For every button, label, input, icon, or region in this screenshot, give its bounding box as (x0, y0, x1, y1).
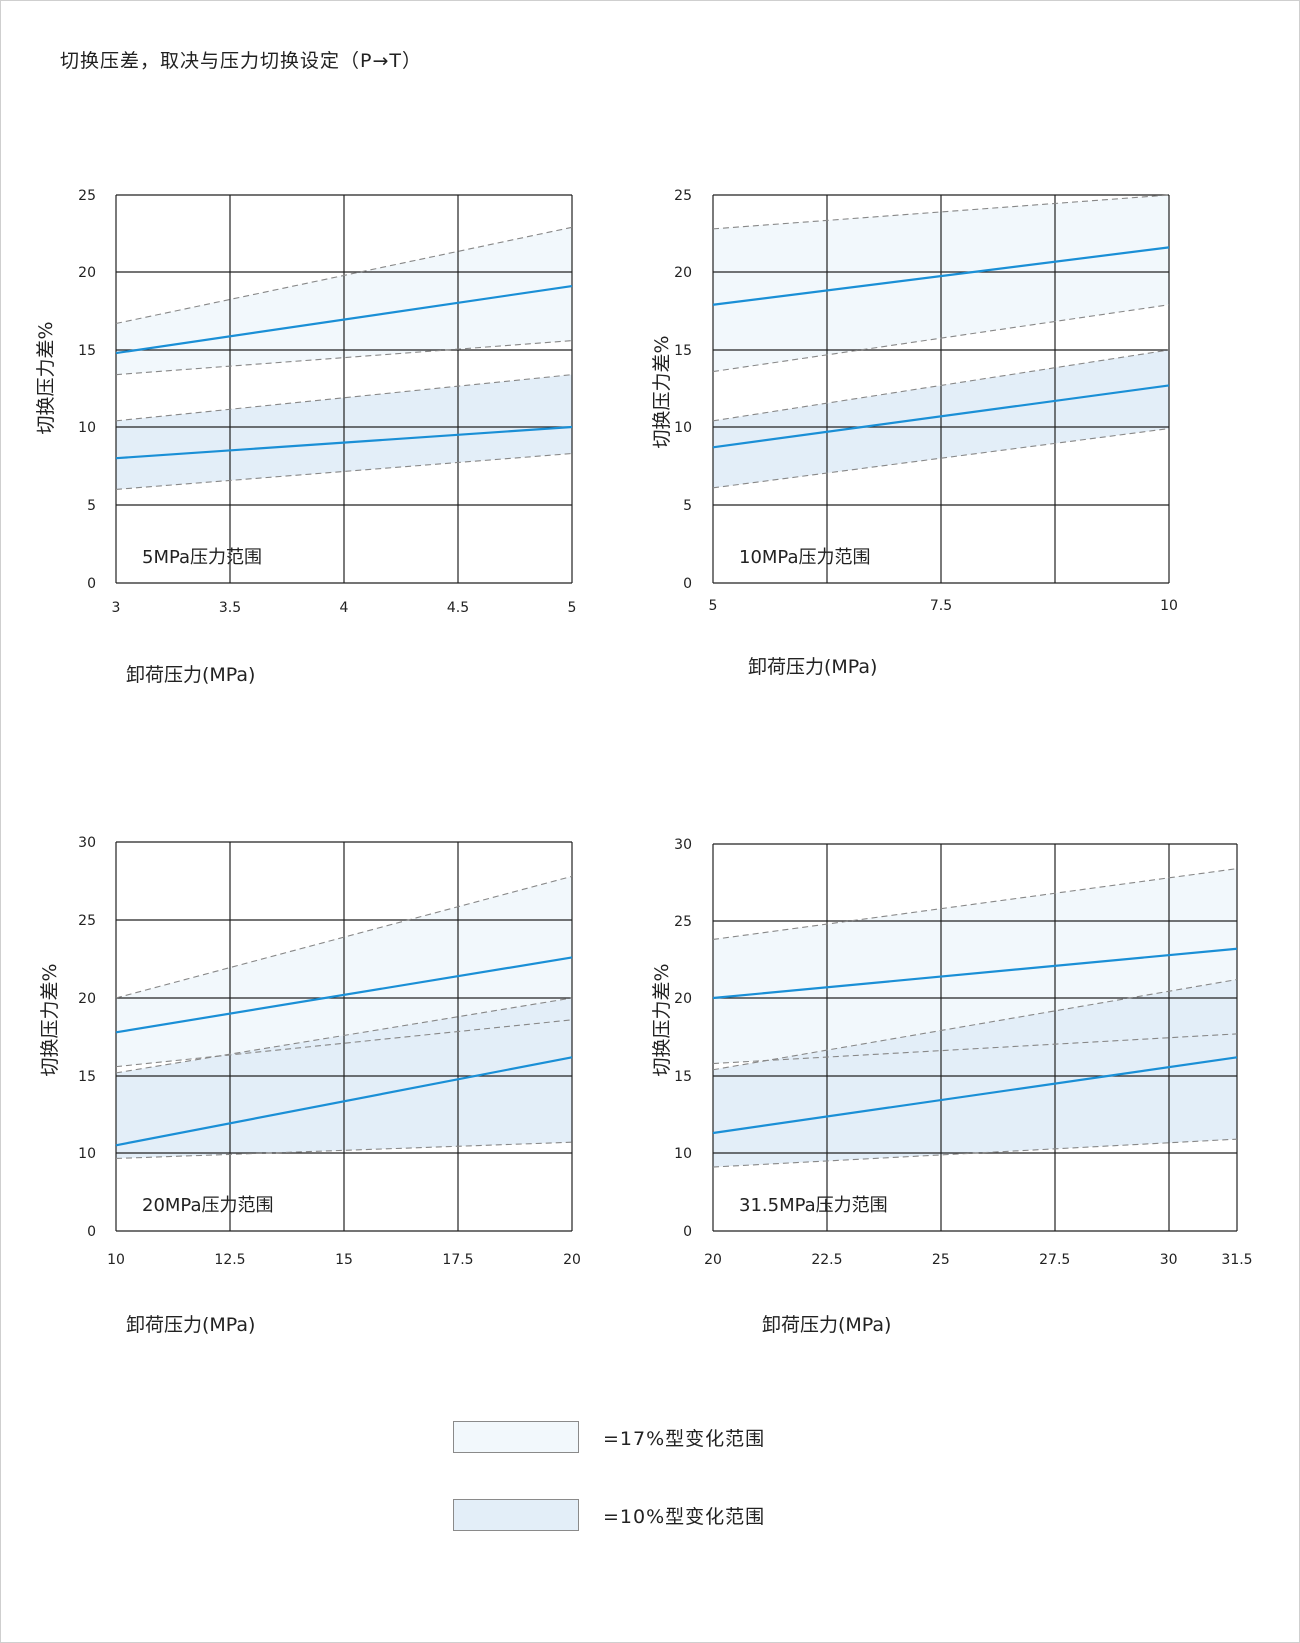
y-tick-label: 15 (674, 343, 692, 359)
band-area-1 (713, 979, 1237, 1168)
x-tick-label: 10 (107, 1252, 125, 1268)
band-center-line-0 (712, 947, 1238, 1000)
page-title: 切换压差，取决与压力切换设定（P→T） (60, 50, 422, 72)
legend-swatch-10 (453, 1499, 579, 1531)
y-tick-label: 10 (78, 420, 96, 436)
band-upper-line-1 (115, 374, 573, 422)
legend-item-10: =10%型变化范围 (453, 1499, 765, 1531)
x-axis-label: 卸荷压力(MPa) (762, 1314, 891, 1336)
band-upper-line-1 (712, 349, 1170, 422)
band-upper-line-1 (712, 978, 1238, 1071)
band-upper-line-0 (115, 226, 573, 325)
x-tick-label: 15 (335, 1252, 353, 1268)
y-tick-label: 0 (87, 576, 96, 592)
y-tick-label: 0 (683, 576, 692, 592)
x-tick-label: 5 (709, 598, 718, 614)
x-tick-label: 17.5 (442, 1252, 473, 1268)
x-tick-label: 4 (340, 600, 349, 616)
x-tick-label: 12.5 (214, 1252, 245, 1268)
x-tick-label: 27.5 (1039, 1252, 1070, 1268)
legend-label-10: =10%型变化范围 (603, 1505, 766, 1528)
x-tick-label: 20 (563, 1252, 581, 1268)
y-axis-label: 切换压力差% (39, 963, 61, 1076)
band-center-line-0 (115, 284, 573, 355)
y-tick-label: 20 (78, 265, 96, 281)
x-tick-label: 22.5 (811, 1252, 842, 1268)
y-tick-label: 25 (674, 914, 692, 930)
y-tick-label: 25 (78, 913, 96, 929)
band-upper-line-1 (115, 997, 573, 1074)
y-tick-label: 15 (78, 1069, 96, 1085)
y-tick-label: 25 (78, 188, 96, 204)
band-center-line-1 (115, 1056, 573, 1147)
y-tick-label: 20 (78, 991, 96, 1007)
y-tick-label: 20 (674, 991, 692, 1007)
band-lower-line-0 (115, 1019, 573, 1068)
x-tick-label: 20 (704, 1252, 722, 1268)
y-axis-label: 切换压力差% (651, 963, 673, 1076)
y-tick-label: 15 (78, 343, 96, 359)
legend-swatch-17 (453, 1421, 579, 1453)
band-lower-line-0 (712, 304, 1170, 373)
y-axis-label: 切换压力差% (35, 321, 57, 434)
y-tick-label: 25 (674, 188, 692, 204)
band-center-line-0 (115, 956, 573, 1034)
band-lower-line-1 (712, 1138, 1238, 1168)
x-tick-label: 3.5 (219, 600, 241, 616)
y-tick-label: 10 (674, 1146, 692, 1162)
x-axis-label: 卸荷压力(MPa) (126, 664, 255, 686)
y-tick-label: 5 (87, 498, 96, 514)
band-lower-line-1 (115, 452, 573, 490)
chart-title: 5MPa压力范围 (142, 547, 262, 568)
band-center-line-1 (712, 1056, 1238, 1135)
y-tick-label: 10 (78, 1146, 96, 1162)
y-axis-label: 切换压力差% (651, 335, 673, 448)
band-upper-line-0 (712, 868, 1238, 941)
y-tick-label: 30 (674, 837, 692, 853)
chart-title: 20MPa压力范围 (142, 1195, 274, 1216)
band-center-line-1 (712, 384, 1170, 449)
y-tick-label: 0 (683, 1224, 692, 1240)
legend-item-17: =17%型变化范围 (453, 1421, 765, 1453)
x-tick-label: 5 (568, 600, 577, 616)
legend-label-17: =17%型变化范围 (603, 1427, 766, 1450)
band-center-line-0 (712, 246, 1170, 306)
x-tick-label: 10 (1160, 598, 1178, 614)
x-tick-label: 4.5 (447, 600, 469, 616)
x-tick-label: 31.5 (1221, 1252, 1252, 1268)
x-axis-label: 卸荷压力(MPa) (126, 1314, 255, 1336)
band-upper-line-0 (712, 194, 1170, 230)
band-upper-line-0 (115, 875, 573, 999)
chart-title: 10MPa压力范围 (739, 547, 871, 568)
x-tick-label: 3 (112, 600, 121, 616)
x-axis-label: 卸荷压力(MPa) (748, 656, 877, 678)
y-tick-label: 15 (674, 1069, 692, 1085)
y-tick-label: 5 (683, 498, 692, 514)
y-tick-label: 10 (674, 420, 692, 436)
band-lower-line-1 (712, 428, 1170, 489)
band-lower-line-1 (115, 1141, 573, 1160)
y-tick-label: 20 (674, 265, 692, 281)
x-tick-label: 30 (1160, 1252, 1178, 1268)
x-tick-label: 25 (932, 1252, 950, 1268)
y-tick-label: 30 (78, 835, 96, 851)
x-tick-label: 7.5 (930, 598, 952, 614)
band-lower-line-0 (115, 340, 573, 376)
y-tick-label: 0 (87, 1224, 96, 1240)
chart-title: 31.5MPa压力范围 (739, 1195, 888, 1216)
band-center-line-1 (115, 425, 573, 460)
band-lower-line-0 (712, 1033, 1238, 1065)
